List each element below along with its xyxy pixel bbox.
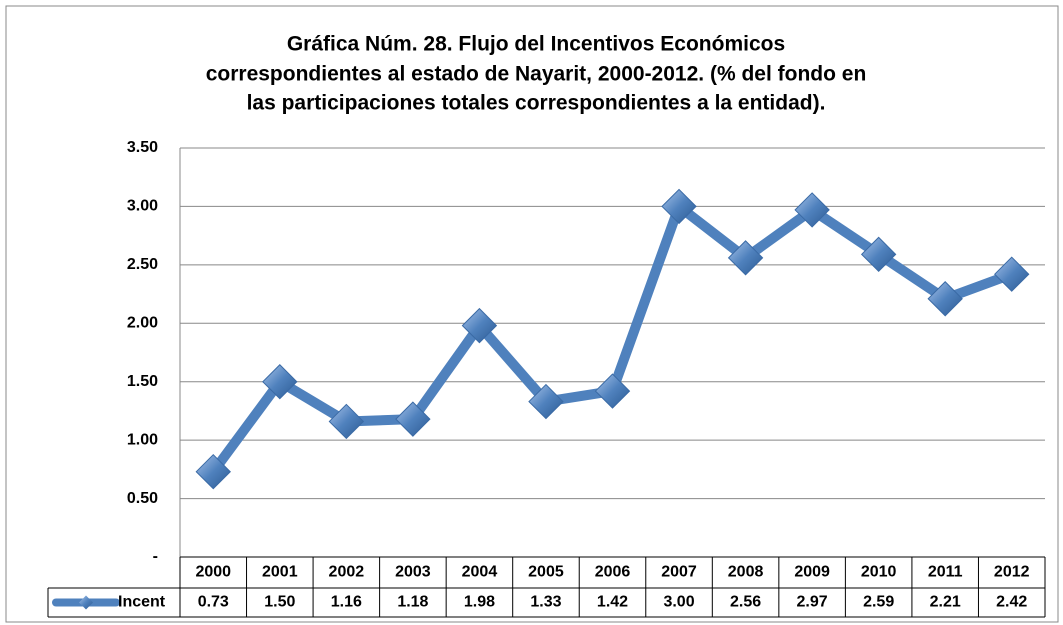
x-tick-label: 2001 xyxy=(262,564,298,581)
marker xyxy=(262,364,298,400)
table-value: 2.59 xyxy=(863,594,894,611)
x-tick-label: 2009 xyxy=(794,564,830,581)
x-tick-label: 2004 xyxy=(462,564,498,581)
y-tick-label: 2.00 xyxy=(127,315,158,332)
marker xyxy=(594,373,631,409)
table-value: 1.33 xyxy=(530,594,561,611)
x-tick-label: 2003 xyxy=(395,564,431,581)
x-tick-label: 2005 xyxy=(528,564,564,581)
y-tick-label: 2.50 xyxy=(127,256,158,273)
chart-title: las participaciones totales correspondie… xyxy=(247,92,826,115)
chart-border xyxy=(5,5,1059,623)
marker xyxy=(195,453,231,490)
table-value: 3.00 xyxy=(663,594,694,611)
table-value: 2.97 xyxy=(797,594,828,611)
chart-title: correspondientes al estado de Nayarit, 2… xyxy=(206,63,867,86)
marker xyxy=(927,281,963,317)
table-value: 1.42 xyxy=(597,594,628,611)
marker xyxy=(661,188,697,225)
table-value: 1.16 xyxy=(331,594,362,611)
chart-title: Gráfica Núm. 28. Flujo del Incentivos Ec… xyxy=(287,33,785,56)
table-value: 1.98 xyxy=(464,594,495,611)
table-value: 2.21 xyxy=(930,594,961,611)
legend-marker xyxy=(79,595,93,610)
marker xyxy=(528,383,564,420)
y-tick-label: 1.50 xyxy=(127,373,158,390)
table-value: 0.73 xyxy=(198,594,229,611)
marker xyxy=(860,236,897,273)
y-tick-label: 1.00 xyxy=(127,431,158,448)
legend-label: Incent xyxy=(118,594,166,611)
x-tick-label: 2010 xyxy=(861,564,897,581)
x-tick-label: 2000 xyxy=(195,564,231,581)
marker xyxy=(395,401,431,437)
marker xyxy=(727,240,764,276)
x-tick-label: 2007 xyxy=(661,564,697,581)
marker xyxy=(328,403,365,440)
y-tick-label: 0.50 xyxy=(127,490,158,507)
y-tick-label: - xyxy=(153,548,158,565)
x-tick-label: 2008 xyxy=(728,564,764,581)
marker xyxy=(794,192,830,228)
marker xyxy=(994,256,1030,292)
table-value: 2.42 xyxy=(996,594,1027,611)
table-value: 1.50 xyxy=(264,594,295,611)
x-tick-label: 2002 xyxy=(329,564,365,581)
table-value: 2.56 xyxy=(730,594,761,611)
marker xyxy=(461,307,498,344)
table-value: 1.18 xyxy=(397,594,428,611)
y-tick-label: 3.50 xyxy=(127,139,158,156)
x-tick-label: 2006 xyxy=(595,564,631,581)
x-tick-label: 2011 xyxy=(928,564,963,581)
x-tick-label: 2012 xyxy=(994,564,1030,581)
y-tick-label: 3.00 xyxy=(127,198,158,215)
